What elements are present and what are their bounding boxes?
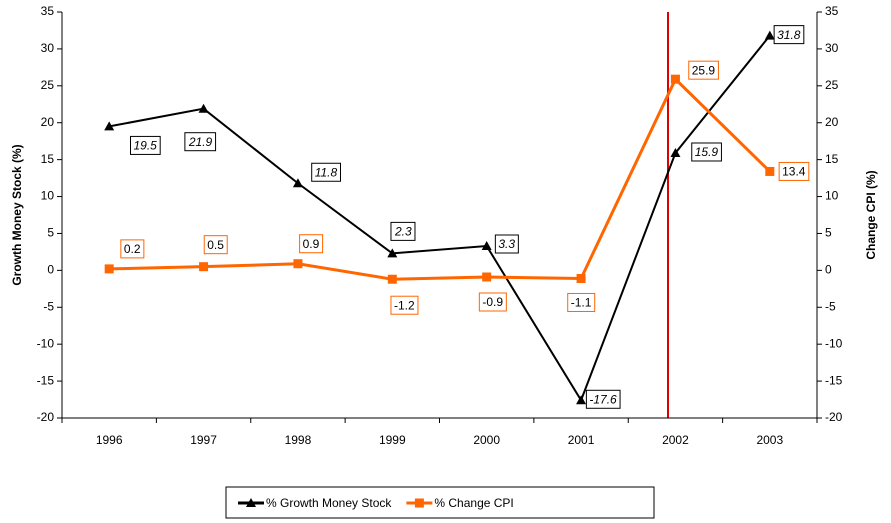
- series-line: [109, 76, 771, 281]
- y-tick-label: -5: [43, 299, 54, 313]
- y-tick-label: 10: [41, 189, 55, 203]
- data-label: -17.6: [589, 392, 617, 406]
- data-point: [481, 241, 492, 251]
- data-point: [670, 147, 681, 157]
- y-tick-label: 0: [47, 263, 54, 277]
- data-label-box: [184, 132, 217, 152]
- data-label-box: [688, 60, 719, 80]
- y2-tick-label: 10: [825, 189, 839, 203]
- y2-tick-label: 5: [825, 226, 832, 240]
- y-tick-label: 15: [41, 152, 55, 166]
- data-label-box: [390, 221, 416, 241]
- x-tick-label: 2000: [473, 433, 500, 447]
- y-tick-label: 35: [41, 4, 55, 18]
- data-point: [199, 262, 209, 272]
- data-label-box: [691, 142, 722, 162]
- x-tick-label: 2002: [662, 433, 689, 447]
- data-label: 19.5: [134, 139, 158, 153]
- x-tick-label: 2003: [756, 433, 783, 447]
- y2-tick-label: -15: [825, 373, 843, 387]
- data-label-box: [120, 239, 145, 259]
- data-label: 15.9: [695, 145, 719, 159]
- data-label-box: [494, 234, 519, 254]
- data-label: 11.8: [315, 165, 338, 179]
- data-point: [670, 74, 680, 84]
- data-label: 31.8: [777, 28, 801, 42]
- y-tick-label: 30: [41, 41, 55, 55]
- data-label: -1.2: [394, 298, 415, 312]
- y2-tick-label: 35: [825, 4, 839, 18]
- data-label: 2.3: [394, 225, 412, 239]
- y-tick-label: 5: [47, 226, 54, 240]
- x-tick-label: 1998: [285, 433, 312, 447]
- data-label: 25.9: [692, 63, 716, 77]
- data-label-box: [130, 135, 161, 155]
- legend-label: % Change CPI: [434, 496, 513, 510]
- legend-marker: [246, 498, 256, 507]
- y2-tick-label: 0: [825, 263, 832, 277]
- y-axis-title: Growth Money Stock (%): [10, 144, 24, 285]
- data-point: [765, 166, 775, 176]
- data-point: [576, 273, 586, 283]
- data-label: -0.9: [482, 295, 503, 309]
- legend-label: % Growth Money Stock: [266, 496, 392, 510]
- y2-tick-label: 20: [825, 115, 839, 129]
- data-label: 13.4: [782, 165, 806, 179]
- y-tick-label: 20: [41, 115, 55, 129]
- data-label: 0.9: [303, 237, 320, 251]
- y2-axis-title: Change CPI (%): [864, 170, 878, 259]
- y2-tick-label: 30: [825, 41, 839, 55]
- y2-tick-label: -10: [825, 336, 843, 350]
- y2-tick-label: 25: [825, 78, 839, 92]
- data-label-box: [585, 389, 621, 409]
- x-tick-label: 1999: [379, 433, 406, 447]
- data-point: [764, 30, 775, 40]
- y-tick-label: -10: [37, 336, 55, 350]
- data-label-box: [567, 292, 596, 312]
- data-label-box: [773, 25, 805, 45]
- x-tick-label: 1997: [190, 433, 217, 447]
- data-label: 0.2: [124, 242, 141, 256]
- data-label-box: [299, 234, 324, 254]
- data-point: [292, 178, 303, 188]
- y-tick-label: -20: [37, 410, 55, 424]
- data-label-box: [478, 292, 507, 312]
- legend-marker: [414, 498, 424, 508]
- data-point: [482, 272, 492, 282]
- x-tick-label: 1996: [96, 433, 123, 447]
- data-point: [387, 274, 397, 284]
- data-label-box: [390, 295, 419, 315]
- data-label: 3.3: [498, 237, 515, 251]
- data-label: 0.5: [207, 238, 224, 252]
- data-point: [104, 121, 115, 131]
- data-label-box: [778, 161, 810, 181]
- data-point: [576, 395, 587, 405]
- data-label-box: [311, 162, 341, 182]
- series-line: [109, 34, 771, 403]
- data-point: [387, 248, 398, 258]
- data-label-box: [203, 235, 228, 255]
- data-label: -1.1: [571, 296, 592, 310]
- data-label: 21.9: [188, 135, 213, 149]
- y2-tick-label: -20: [825, 410, 843, 424]
- data-point: [198, 103, 209, 113]
- data-point: [293, 259, 303, 269]
- x-tick-label: 2001: [568, 433, 595, 447]
- data-point: [104, 264, 114, 274]
- y2-tick-label: 15: [825, 152, 839, 166]
- y2-tick-label: -5: [825, 299, 836, 313]
- legend-box: [225, 486, 655, 519]
- y-tick-label: 25: [41, 78, 55, 92]
- y-tick-label: -15: [37, 373, 55, 387]
